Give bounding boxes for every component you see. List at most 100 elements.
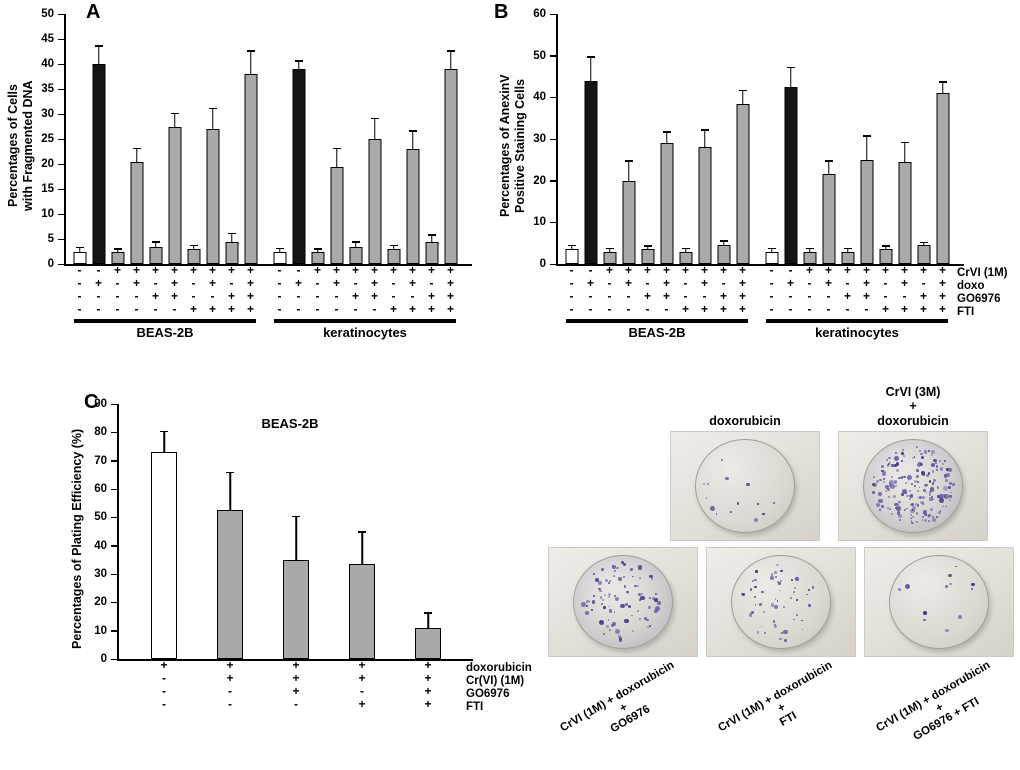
colony-dot [617, 634, 621, 638]
colony-dot [886, 506, 890, 510]
treatment-sign: - [721, 276, 726, 290]
bar [73, 251, 86, 264]
treatment-sign: + [805, 263, 813, 277]
y-tick-label: 40 [94, 539, 107, 552]
colony-dot [638, 618, 641, 620]
treatment-sign: - [588, 289, 593, 303]
colony-dot [971, 587, 973, 590]
colony-dot [875, 502, 880, 507]
error-bar-cap [351, 241, 360, 243]
colony-dot [928, 519, 931, 522]
treatment-sign: + [446, 263, 454, 277]
bar-column: + + + - [657, 14, 676, 316]
group-label: BEAS-2B [628, 325, 686, 340]
petri-dish [573, 555, 673, 649]
bar [368, 139, 381, 264]
error-bar-cap [805, 247, 814, 250]
bar [784, 86, 797, 264]
colony-dot [758, 603, 762, 607]
treatment-sign: + [170, 263, 178, 277]
colony-dot [795, 599, 798, 601]
colony-dot [948, 468, 952, 472]
error-bar-cap [900, 141, 909, 144]
bar-column: + + + + [441, 14, 460, 316]
treatment-sign: - [902, 289, 907, 303]
colony-dot [702, 482, 705, 485]
bar-box [562, 14, 581, 264]
colony-dot [730, 511, 732, 513]
colony-dot [928, 493, 931, 496]
y-tick-label: 0 [100, 653, 107, 665]
treatment-row-label: CrVI (1M) [957, 267, 1008, 279]
colony-dot [598, 589, 602, 593]
colony-dot [640, 595, 646, 601]
treatment-sign: + [446, 302, 454, 316]
panel-c-letter: C [84, 391, 99, 413]
bar-group-columns: + - - - + + - - + + + - + + - + + + + + [131, 404, 461, 711]
colony-dot [811, 586, 815, 589]
bar [641, 249, 654, 264]
colony-dot [649, 597, 651, 599]
bar [111, 251, 124, 264]
error-bar-cap [132, 147, 141, 149]
bar [283, 559, 309, 659]
treatment-sign: + [446, 289, 454, 303]
colony-dot [892, 494, 896, 498]
bar-group: - - - - - + - - + - - - + + - - + - + - + + + - + - - + + + - + + - + + + + + +… [762, 14, 952, 340]
bar [603, 251, 616, 264]
treatment-sign: + [389, 263, 397, 277]
error-bar [865, 136, 868, 160]
treatment-sign: + [919, 302, 927, 316]
treatment-sign: + [700, 276, 708, 290]
error-bar [211, 109, 214, 129]
colony-dot [585, 600, 589, 604]
treatment-sign: - [683, 289, 688, 303]
y-tick [58, 63, 64, 65]
colony-dot [928, 450, 930, 452]
treatment-sign: + [700, 302, 708, 316]
bar-column: + - - - [308, 14, 327, 316]
bar-column: + - - + [676, 14, 695, 316]
colony-dot [652, 596, 655, 600]
colony-dot [632, 629, 635, 633]
y-tick-label: 10 [41, 208, 54, 220]
colony-dot [898, 501, 901, 504]
bar-column: ---- [562, 14, 581, 316]
colony-dot [648, 606, 651, 609]
colony-dot [888, 463, 891, 466]
treatment-sign: - [664, 302, 669, 316]
bar [622, 180, 635, 264]
treatment-sign: + [938, 276, 946, 290]
dish-photo-crvi1m-doxo-go6976 [548, 547, 698, 657]
colony-dot [917, 463, 921, 466]
bar-box [714, 14, 733, 264]
colony-dot [916, 512, 919, 515]
colony-dot [608, 609, 613, 613]
treatment-row-label: doxo [957, 280, 985, 292]
treatment-sign: - [296, 263, 301, 277]
colony-dot [754, 585, 757, 588]
treatment-sign: - [569, 289, 574, 303]
treatment-sign: + [824, 263, 832, 277]
colony-dot [612, 565, 617, 570]
error-bar [173, 114, 176, 127]
bar-box [327, 14, 346, 264]
treatment-sign: - [296, 289, 301, 303]
bar-box [619, 14, 638, 264]
error-bar-cap [113, 248, 122, 250]
error-bar-cap [862, 135, 871, 137]
colony-dot [885, 485, 890, 490]
colony-dot [644, 617, 648, 621]
colony-dot [889, 508, 891, 510]
colony-dot [808, 589, 810, 592]
treatment-sign: + [351, 289, 359, 303]
colony-dot [792, 618, 795, 621]
petri-dish [889, 555, 989, 649]
bar-box [203, 14, 222, 264]
treatment-sign: - [277, 276, 282, 290]
dish-block-doxorubicin: doxorubicin [670, 376, 820, 541]
bar [415, 627, 441, 659]
error-bar [335, 149, 338, 167]
bar-box [241, 14, 260, 264]
treatment-sign: - [588, 302, 593, 316]
